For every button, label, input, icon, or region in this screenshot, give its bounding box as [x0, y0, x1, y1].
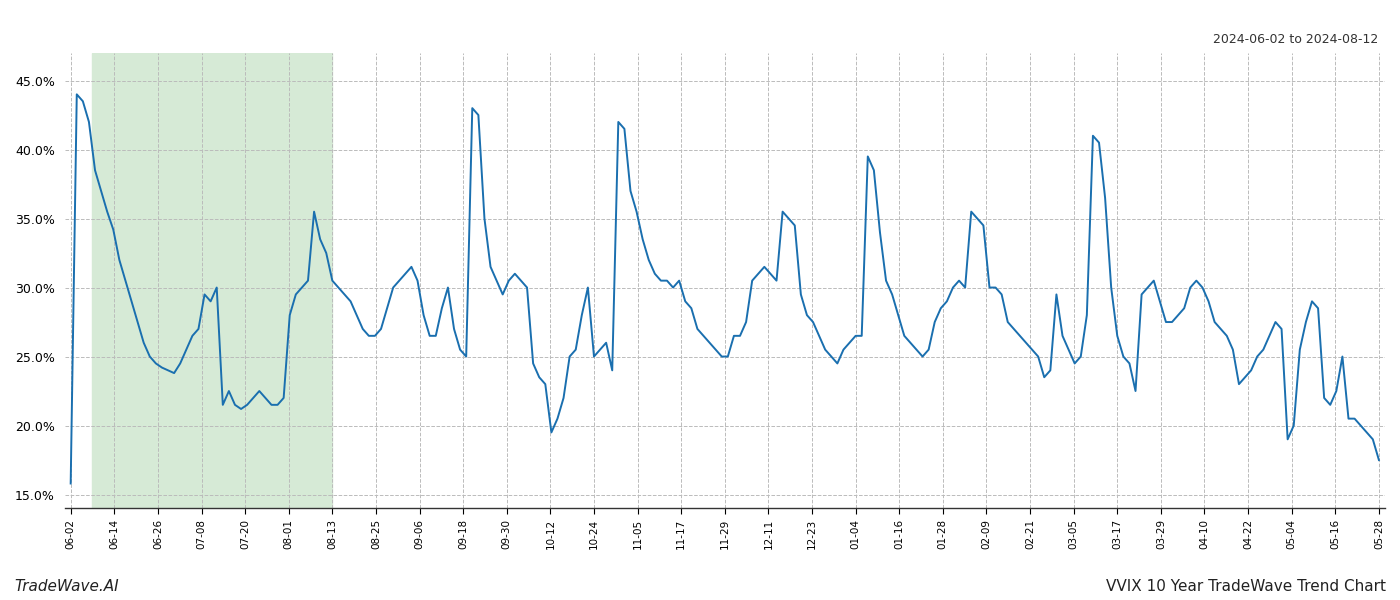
- Bar: [92, 53, 332, 508]
- Text: TradeWave.AI: TradeWave.AI: [14, 579, 119, 594]
- Text: VVIX 10 Year TradeWave Trend Chart: VVIX 10 Year TradeWave Trend Chart: [1106, 579, 1386, 594]
- Text: 2024-06-02 to 2024-08-12: 2024-06-02 to 2024-08-12: [1212, 33, 1378, 46]
